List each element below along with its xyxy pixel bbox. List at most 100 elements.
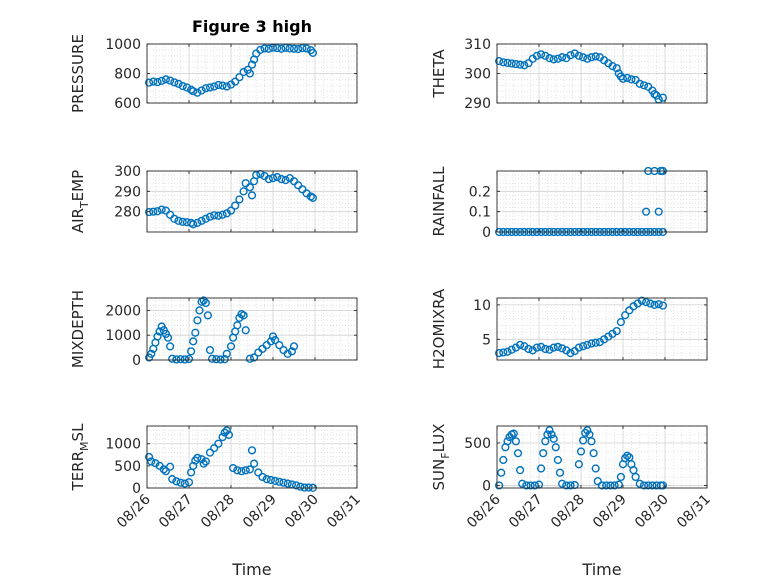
data-point bbox=[654, 207, 663, 216]
data-point bbox=[574, 460, 584, 469]
y-axis-label: SUNFLUX bbox=[430, 424, 452, 491]
y-tick-label: 0 bbox=[482, 225, 491, 241]
x-tick-label: 08/27 bbox=[506, 492, 546, 532]
data-point bbox=[576, 447, 586, 456]
panel-mixdepth-4: 0 1000 2000 MIXDEPTH bbox=[69, 290, 358, 369]
data-point bbox=[557, 53, 567, 62]
data-point bbox=[593, 477, 602, 486]
data-point bbox=[254, 468, 263, 477]
data-point bbox=[499, 58, 508, 67]
y-axis-label: MIXDEPTH bbox=[69, 290, 87, 368]
y-tick-label: 1000 bbox=[105, 37, 141, 53]
data-point bbox=[618, 74, 628, 83]
data-point bbox=[214, 439, 223, 448]
data-point bbox=[587, 339, 596, 348]
data-point bbox=[302, 44, 311, 53]
y-tick-label: 600 bbox=[114, 96, 141, 112]
data-point bbox=[637, 296, 647, 305]
data-point bbox=[509, 429, 518, 438]
x-tick-label: 08/29 bbox=[240, 492, 280, 532]
data-point bbox=[578, 436, 588, 445]
data-point bbox=[187, 347, 196, 356]
data-point bbox=[252, 170, 261, 180]
data-point bbox=[197, 216, 206, 225]
axes-box bbox=[496, 170, 708, 233]
data-point bbox=[197, 86, 206, 95]
data-point bbox=[245, 183, 255, 192]
data-point bbox=[566, 349, 575, 358]
panel-theta-1: 290 300 310 THETA bbox=[430, 37, 708, 112]
data-point bbox=[176, 355, 185, 364]
x-tick-label: 08/26 bbox=[114, 491, 154, 531]
x-tick-label: 08/29 bbox=[590, 492, 630, 532]
data-point bbox=[241, 326, 250, 335]
y-tick-label: 290 bbox=[114, 184, 141, 200]
data-point bbox=[258, 472, 267, 482]
data-point bbox=[289, 44, 299, 53]
data-point bbox=[551, 443, 560, 452]
data-point bbox=[553, 342, 563, 352]
data-point bbox=[189, 461, 198, 470]
panel-air-2: 280 290 300 AIRTEMP bbox=[69, 164, 358, 233]
data-point bbox=[233, 321, 242, 330]
data-point bbox=[495, 481, 504, 490]
data-point bbox=[503, 347, 512, 356]
data-point bbox=[648, 481, 657, 490]
data-point bbox=[237, 467, 246, 476]
data-point bbox=[654, 300, 663, 309]
data-point bbox=[172, 477, 181, 486]
data-point bbox=[260, 44, 269, 53]
data-point bbox=[526, 481, 535, 490]
data-point bbox=[264, 44, 273, 53]
data-point bbox=[214, 211, 223, 220]
data-point bbox=[650, 90, 659, 99]
data-point bbox=[145, 452, 154, 462]
x-tick-label: 08/31 bbox=[674, 492, 714, 532]
data-point bbox=[193, 218, 202, 227]
data-point bbox=[296, 482, 305, 491]
data-point bbox=[178, 81, 187, 91]
data-point bbox=[176, 478, 185, 487]
data-point bbox=[172, 355, 181, 364]
y-tick-label: 0.1 bbox=[469, 205, 491, 221]
y-axis-label: THETA bbox=[430, 49, 448, 99]
data-point bbox=[610, 481, 619, 490]
data-point bbox=[245, 69, 255, 78]
data-point bbox=[650, 300, 659, 309]
data-point bbox=[641, 298, 651, 307]
data-point bbox=[218, 210, 227, 219]
data-point bbox=[294, 44, 303, 54]
data-point bbox=[574, 343, 584, 352]
data-point bbox=[193, 453, 202, 462]
data-point bbox=[201, 457, 210, 466]
y-tick-label: 10 bbox=[473, 298, 491, 314]
axes-background bbox=[147, 171, 357, 232]
axes-background bbox=[147, 298, 357, 360]
y-tick-label: 1000 bbox=[105, 328, 141, 344]
data-point bbox=[153, 77, 162, 87]
data-point bbox=[587, 437, 596, 446]
data-point bbox=[281, 176, 290, 185]
data-point bbox=[216, 355, 225, 364]
data-point bbox=[157, 205, 166, 214]
data-point bbox=[193, 316, 202, 325]
data-point bbox=[145, 78, 154, 87]
data-point bbox=[547, 430, 556, 439]
data-point bbox=[208, 354, 217, 363]
data-point bbox=[266, 475, 276, 485]
data-point bbox=[193, 88, 202, 97]
x-tick-label: 08/30 bbox=[632, 492, 672, 532]
data-point bbox=[308, 48, 318, 57]
data-point bbox=[641, 207, 651, 216]
data-point bbox=[271, 476, 280, 486]
y-tick-label: 500 bbox=[114, 459, 141, 475]
x-tick-label: 08/28 bbox=[198, 492, 238, 532]
data-point bbox=[205, 448, 215, 457]
data-point bbox=[189, 87, 198, 96]
data-point bbox=[174, 216, 183, 225]
data-point bbox=[612, 64, 621, 73]
data-point bbox=[536, 50, 546, 59]
data-point bbox=[511, 437, 521, 446]
y-tick-label: 1000 bbox=[105, 437, 141, 453]
data-point bbox=[545, 345, 554, 354]
